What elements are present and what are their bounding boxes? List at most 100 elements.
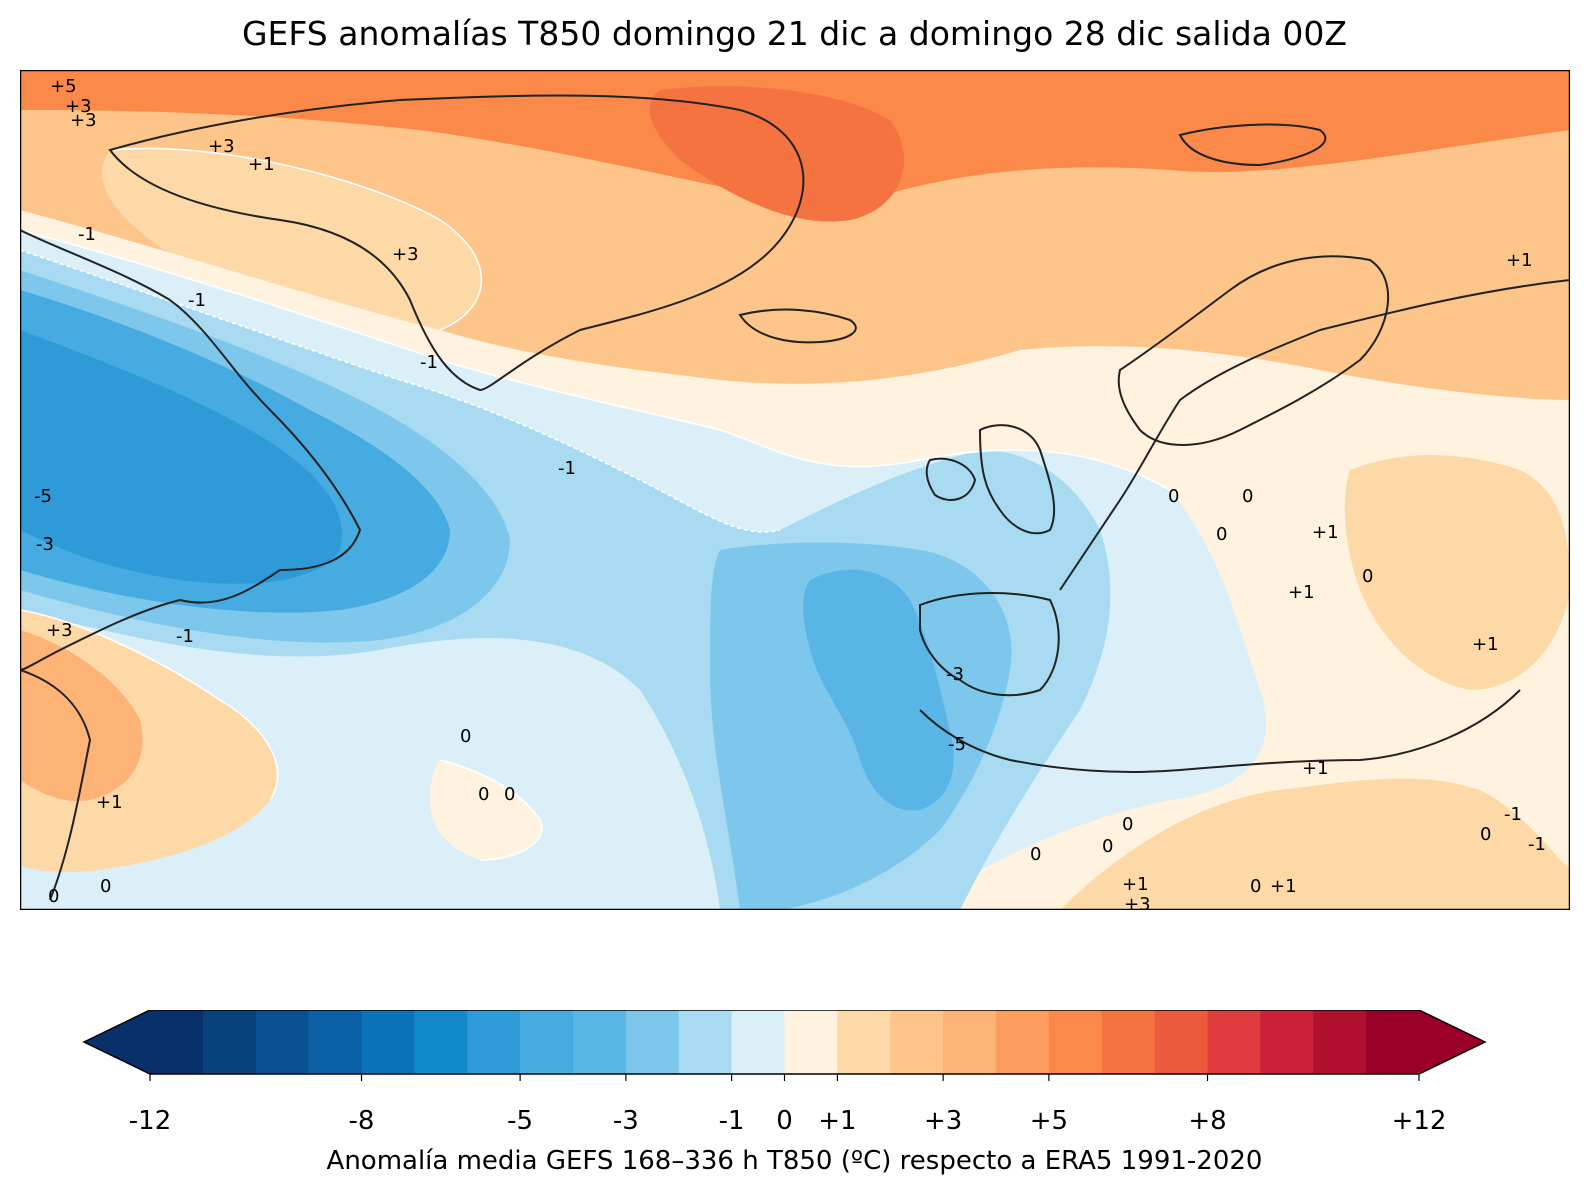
colorbar-segment [150, 1010, 204, 1074]
colorbar-segment [890, 1010, 944, 1074]
iceland-coast [738, 308, 857, 344]
anomaly-region-north-africa-warm [1060, 778, 1570, 910]
colorbar-segment [1366, 1010, 1420, 1074]
colorbar-segment [1260, 1010, 1314, 1074]
coastlines [20, 94, 1570, 901]
colorbar-caption: Anomalía media GEFS 168–336 h T850 (ºC) … [326, 1146, 1263, 1176]
colorbar-tick-label: -8 [348, 1106, 375, 1136]
greenland-coast [108, 94, 805, 392]
colorbar-segment [1207, 1010, 1261, 1074]
contour-label-layer: +5 +3 +3 +3 +1 +3 -1 -1 -1 -5 -3 +3 -1 +… [34, 76, 1546, 910]
contour-label: +3 [1124, 894, 1151, 910]
colorbar-tick-label: 0 [776, 1106, 793, 1136]
anomaly-map: +5 +3 +3 +3 +1 +3 -1 -1 -1 -5 -3 +3 -1 +… [20, 70, 1570, 910]
contour-label: +1 [1472, 634, 1499, 655]
contour-label: 0 [1168, 486, 1179, 507]
colorbar-tick-label: -1 [718, 1106, 745, 1136]
iberia-coast [919, 592, 1060, 697]
contour-label: 0 [478, 784, 489, 805]
map-title: GEFS anomalías T850 domingo 21 dic a dom… [241, 14, 1347, 53]
contour-label: -1 [188, 290, 206, 311]
colorbar-tick-label: -12 [128, 1106, 172, 1136]
contour-label: -1 [558, 458, 576, 479]
labrador-coast [20, 229, 362, 671]
contour-label: -1 [420, 352, 438, 373]
colorbar-segment [996, 1010, 1050, 1074]
colorbar-segment [731, 1010, 785, 1074]
contour-label: 0 [1122, 814, 1133, 835]
colorbar-segment [573, 1010, 627, 1074]
anomaly-region-labrador-core [20, 330, 342, 584]
scandinavia-coast [1117, 255, 1390, 446]
contour-label: +1 [1270, 876, 1297, 897]
contour-label: -5 [34, 486, 52, 507]
colorbar-segment [1048, 1010, 1103, 1074]
colorbar-segment [837, 1010, 891, 1074]
contour-label: -5 [948, 734, 966, 755]
colorbar-segment [1313, 1010, 1367, 1074]
contour-label: +3 [46, 620, 73, 641]
contour-label: +3 [208, 136, 235, 157]
contour-label: 0 [48, 886, 59, 907]
colorbar-segment [202, 1010, 257, 1074]
colorbar-segment [625, 1010, 680, 1074]
north-africa-coast [919, 689, 1521, 773]
contour-label: +3 [65, 96, 92, 117]
colorbar-tick-label: -5 [507, 1106, 534, 1136]
contour-label: 0 [460, 726, 471, 747]
colorbar-tick-label: +8 [1188, 1106, 1227, 1136]
contour-label: 0 [100, 876, 111, 897]
contour-label: +1 [1312, 522, 1339, 543]
colorbar-segment [308, 1010, 362, 1074]
contour-label: +1 [1302, 758, 1329, 779]
contour-label: +1 [248, 154, 275, 175]
colorbar-ticks [149, 1074, 1420, 1081]
contour-label: +1 [1506, 250, 1533, 271]
colorbar-segment [520, 1010, 574, 1074]
contour-label: 0 [504, 784, 515, 805]
anomaly-region-iberia-cold [803, 569, 954, 811]
colorbar-tick-label: +1 [818, 1106, 857, 1136]
contour-label: +1 [1288, 582, 1315, 603]
colorbar-segment [467, 1010, 521, 1074]
colorbar-segment [784, 1010, 838, 1074]
contour-label: 0 [1242, 486, 1253, 507]
colorbar-tick-label: +3 [923, 1106, 963, 1136]
colorbar-segment [1101, 1010, 1156, 1074]
contour-label: +3 [392, 244, 419, 265]
anomaly-region-east-europe-warm [1344, 455, 1570, 690]
contour-label: 0 [1102, 836, 1113, 857]
contour-label: 0 [1030, 844, 1041, 865]
contour-label: -3 [36, 534, 54, 555]
contour-label: +1 [1122, 874, 1149, 895]
colorbar-segment [678, 1010, 733, 1074]
colorbar-tick-label: +12 [1391, 1106, 1447, 1136]
contour-label: -1 [1504, 804, 1522, 825]
anomaly-region-midatlantic-patch [430, 760, 542, 860]
europe-coast [1059, 279, 1570, 591]
contour-label: -1 [1528, 834, 1546, 855]
anomaly-region-greenland-maximum [649, 86, 905, 222]
contour-label: -1 [176, 626, 194, 647]
svalbard-coast [1178, 123, 1327, 167]
us-east-coast [20, 669, 92, 901]
colorbar-segment [414, 1010, 468, 1074]
contour-label: 0 [1216, 524, 1227, 545]
contour-label: +5 [50, 76, 77, 97]
contour-label: +1 [96, 792, 123, 813]
contour-label: -1 [78, 224, 96, 245]
anomaly-map-canvas: +5 +3 +3 +3 +1 +3 -1 -1 -1 -5 -3 +3 -1 +… [20, 70, 1570, 910]
british-isles-coast [925, 424, 1056, 535]
colorbar-extend-low [84, 1010, 150, 1074]
contour-label: 0 [1480, 824, 1491, 845]
colorbar-tick-label: -3 [612, 1106, 639, 1136]
contour-label: -3 [946, 664, 964, 685]
contour-label: 0 [1250, 876, 1261, 897]
contour-label: 0 [1362, 566, 1373, 587]
colorbar-segment [361, 1010, 415, 1074]
colorbar-segment [1154, 1010, 1208, 1074]
colorbar-tick-label: +5 [1029, 1106, 1069, 1136]
anomaly-region-north-light [102, 148, 482, 332]
colorbar-segments [150, 1010, 1420, 1074]
colorbar-segment [943, 1010, 997, 1074]
